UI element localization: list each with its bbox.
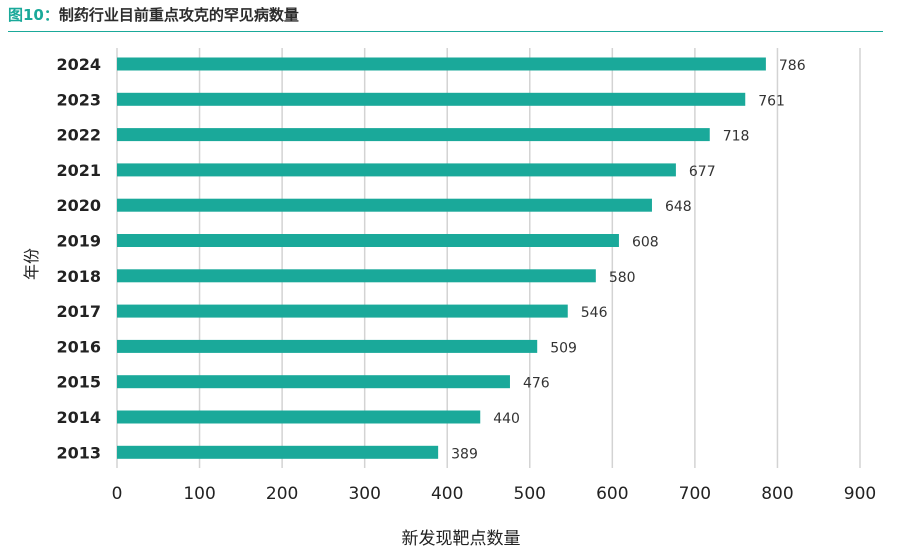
x-tick-labels: 0 100 200 300 400 500 600 700 800 900: [112, 484, 877, 504]
bar-2020: [117, 198, 652, 212]
data-label: 580: [609, 270, 636, 286]
bar-2019: [117, 234, 619, 247]
y-tick-label: 2015: [56, 373, 101, 392]
y-tick-label: 2016: [56, 337, 101, 356]
bar-2022: [117, 128, 710, 142]
y-tick-label: 2022: [56, 126, 101, 145]
bar-2023: [117, 92, 746, 106]
figure-title: 制药行业目前重点攻克的罕见病数量: [58, 6, 299, 24]
bar-2017: [117, 304, 568, 318]
data-label: 718: [723, 129, 750, 145]
x-tick-label: 700: [679, 484, 711, 504]
y-tick-label: 2024: [56, 55, 101, 74]
bar-2024: [117, 57, 766, 71]
data-label: 608: [632, 235, 659, 251]
header-rule: [8, 31, 883, 32]
bar-series: [117, 57, 766, 459]
grid-lines: [116, 48, 861, 468]
figure-header: 图10：制药行业目前重点攻克的罕见病数量: [8, 4, 299, 25]
data-label: 440: [493, 411, 520, 427]
data-label: 476: [523, 376, 550, 392]
x-tick-label: 300: [348, 484, 380, 504]
data-label: 389: [451, 446, 478, 462]
data-label: 761: [758, 93, 785, 109]
y-axis-label: 年份: [22, 248, 41, 281]
x-tick-label: 100: [183, 484, 215, 504]
x-tick-label: 400: [431, 484, 463, 504]
bar-2013: [117, 445, 439, 459]
x-tick-label: 600: [596, 484, 628, 504]
y-tick-label: 2019: [56, 232, 101, 251]
data-label: 786: [779, 58, 806, 74]
bar-2018: [117, 269, 596, 283]
data-label: 509: [550, 340, 577, 356]
data-label: 648: [665, 199, 692, 215]
data-labels: 786 761 718 677 648 608 580 546 509 476 440 389: [451, 58, 806, 462]
y-tick-labels: 2024 2023 2022 2021 2020 2019 2018 2017 2016 2015…: [56, 55, 101, 462]
y-tick-label: 2020: [56, 196, 101, 215]
y-tick-label: 2013: [56, 443, 101, 462]
x-tick-label: 900: [844, 484, 876, 504]
x-tick-label: 200: [266, 484, 298, 504]
data-label: 677: [689, 164, 716, 180]
data-label: 546: [581, 305, 608, 321]
x-tick-label: 800: [761, 484, 793, 504]
bar-2014: [117, 410, 481, 424]
y-tick-label: 2014: [56, 408, 101, 427]
y-tick-label: 2018: [56, 267, 101, 286]
y-tick-label: 2021: [56, 161, 101, 180]
figure-label: 图10：: [8, 6, 59, 24]
bar-2015: [117, 375, 510, 389]
y-tick-label: 2017: [56, 302, 101, 321]
x-tick-label: 0: [112, 484, 123, 504]
bar-2016: [117, 339, 538, 353]
x-axis-label: 新发现靶点数量: [401, 529, 521, 549]
bar-2021: [117, 163, 676, 177]
y-tick-label: 2023: [56, 90, 101, 109]
x-tick-label: 500: [514, 484, 546, 504]
